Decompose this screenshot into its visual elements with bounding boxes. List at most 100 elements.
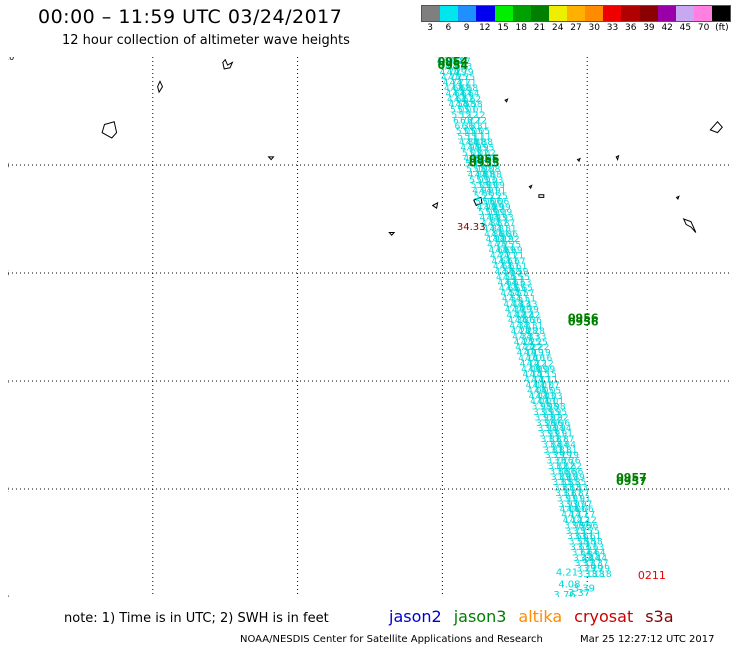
- swh-value-label: 6.72: [467, 116, 487, 126]
- swh-value-label: 3.37: [589, 559, 609, 569]
- swh-value-label: 3.82: [555, 462, 575, 472]
- color-scale-label: 18: [515, 23, 528, 33]
- swh-value-label: 4.55: [496, 273, 516, 283]
- swh-value-label: 3.64: [579, 548, 599, 558]
- pass-time-label: 0957: [616, 475, 647, 488]
- color-scale-label: (ft): [715, 23, 729, 33]
- swh-value-label: 3.61: [581, 532, 601, 542]
- swh-value-label: 4.39: [512, 305, 532, 315]
- swh-value-label: 3.79: [559, 451, 579, 461]
- swh-value-label: 3.79: [552, 451, 572, 461]
- swh-value-label: 4.15: [537, 370, 557, 380]
- swh-value-label: 3.94: [545, 424, 565, 434]
- color-scale-label: 12: [479, 23, 491, 33]
- swh-value-label: 4.99: [484, 203, 504, 213]
- swh-value-label: 3.84: [549, 440, 569, 450]
- swh-value-label: 4.67: [506, 257, 526, 267]
- swh-value-label: 4.06: [567, 505, 587, 515]
- swh-value-label: 4.57: [507, 289, 527, 299]
- swh-value-label: 3.91: [546, 430, 566, 440]
- swh-value-label: 5.09: [485, 181, 505, 191]
- pass-time-label: 0954: [438, 59, 469, 72]
- swh-value-label: 4.81: [490, 224, 510, 234]
- swh-value-label: 3.98: [539, 403, 559, 413]
- swh-value-label: 3.96: [564, 521, 584, 531]
- swh-value-label: 4.67: [492, 257, 512, 267]
- mission-cryosat: cryosat: [574, 607, 634, 626]
- swh-value-label: 3.97: [558, 500, 578, 510]
- swh-value-label: 4.86: [484, 230, 504, 240]
- swh-value-label: 4.93: [480, 214, 500, 224]
- swh-value-label: 4.15: [523, 370, 543, 380]
- swh-value-label: 3.96: [571, 521, 591, 531]
- swh-value-label: 4.15: [530, 370, 550, 380]
- color-scale-label: 6: [445, 23, 452, 33]
- color-scale-label: 24: [552, 23, 564, 33]
- swh-value-label: 4.05: [534, 386, 554, 396]
- swh-value-label: 4.64: [446, 89, 466, 99]
- swh-value-label: 3.97: [565, 500, 585, 510]
- swh-value-label: 3.85: [552, 478, 572, 488]
- swh-value-label: 4.79: [440, 68, 460, 78]
- swh-value-label: 3.87: [540, 435, 560, 445]
- swh-value-label: 4.68: [451, 84, 471, 94]
- swh-value-label: 4.69: [489, 246, 509, 256]
- pass-time-label: 0955: [469, 152, 500, 165]
- swh-value-label: 4.17: [568, 511, 588, 521]
- swh-value-label: 4.71: [497, 251, 517, 261]
- pass-time-label: 0955: [469, 156, 500, 169]
- swh-value-label: 3.86: [549, 467, 569, 477]
- swh-value-label: 4.91: [442, 57, 462, 62]
- mission-jason3: jason3: [453, 607, 507, 626]
- swh-value-label: 4.59: [508, 268, 528, 278]
- swh-value-label: 5.12: [458, 111, 478, 121]
- swh-value-label: 3.63: [570, 543, 590, 553]
- color-scale-label: 15: [497, 23, 509, 33]
- swh-value-label: 4.98: [463, 154, 483, 164]
- swh-value-label: 4.09: [521, 365, 541, 375]
- swh-value-label: 4.25: [521, 338, 541, 348]
- swh-value-label: 3.85: [559, 478, 579, 488]
- swh-value-label: 4.71: [457, 79, 477, 89]
- swh-value-label: 3.98: [532, 403, 552, 413]
- swh-value-label: 4.62: [461, 95, 481, 105]
- swh-value-label: 4.68: [444, 84, 464, 94]
- footer-timestamp: Mar 25 12:27:12 UTC 2017: [580, 634, 715, 645]
- swh-value-label: 4.99: [491, 203, 511, 213]
- swh-value-label: 3.18: [585, 570, 605, 580]
- swh-value-label: 4.51: [509, 295, 529, 305]
- swh-value-label: 5.02: [476, 149, 496, 159]
- swh-value-label: 4.58: [449, 100, 469, 110]
- swh-value-label: 4.33: [526, 332, 546, 342]
- swh-value-label: 3.29: [590, 565, 610, 575]
- swh-value-label: 4.88: [459, 138, 479, 148]
- swh-value-label: 4.16: [518, 354, 538, 364]
- color-scale-label: 9: [463, 23, 470, 33]
- swh-value-label: 4.93: [494, 214, 514, 224]
- swh-value-label: 3.91: [557, 494, 577, 504]
- swh-value-label: 4.75: [494, 241, 514, 251]
- swh-value-label: 4.31: [516, 322, 536, 332]
- altimeter-map: 10864201351381411441471504.914.914.914.8…: [8, 57, 732, 597]
- swh-value-label: 4.91: [472, 187, 492, 197]
- swh-value-label: 4.28: [518, 327, 538, 337]
- swh-value-label: 4.98: [477, 154, 497, 164]
- swh-value-label: 3.79: [545, 451, 565, 461]
- swh-value-label: 5.16: [479, 160, 499, 170]
- color-swatch: [621, 6, 640, 21]
- swh-value-label: 4.19: [531, 349, 551, 359]
- swh-value-label: 5.16: [472, 160, 492, 170]
- swh-value-label: 4.12: [563, 516, 583, 526]
- swh-value-label: 3.92: [549, 413, 569, 423]
- swh-value-label: 4.71: [450, 79, 470, 89]
- swh-value-label: 4.09: [535, 365, 555, 375]
- swh-value-label: 4.92: [486, 235, 506, 245]
- swh-value-label: 4.59: [494, 268, 514, 278]
- pass-time-label: 0211: [638, 569, 666, 582]
- latitude-label: 0: [8, 593, 9, 597]
- swh-value-label: 4.06: [574, 505, 594, 515]
- color-swatch: [675, 6, 694, 21]
- swh-value-label: 4.91: [486, 187, 506, 197]
- wave-height-color-scale: 3 6 9 12 15 18 21 24 27 30 33 36 39 42 45 70 (ft): [421, 5, 731, 34]
- color-swatch: [567, 6, 586, 21]
